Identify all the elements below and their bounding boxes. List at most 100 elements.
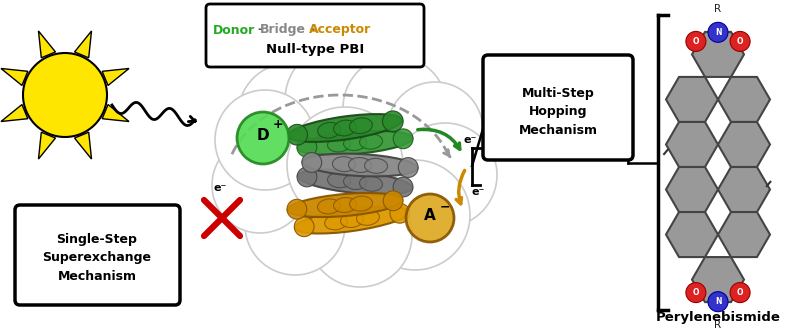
Polygon shape <box>38 132 55 159</box>
Ellipse shape <box>383 191 403 211</box>
Polygon shape <box>666 77 718 122</box>
Ellipse shape <box>390 203 410 223</box>
Ellipse shape <box>343 174 366 189</box>
Ellipse shape <box>325 215 347 230</box>
Polygon shape <box>38 31 55 58</box>
Ellipse shape <box>350 118 372 134</box>
Polygon shape <box>74 31 91 58</box>
Circle shape <box>730 31 750 51</box>
Circle shape <box>308 183 412 287</box>
Text: D: D <box>257 128 270 143</box>
Text: Perylenebismide: Perylenebismide <box>655 311 781 324</box>
Ellipse shape <box>341 212 363 227</box>
Ellipse shape <box>327 137 350 152</box>
FancyBboxPatch shape <box>483 55 633 160</box>
Text: e⁻: e⁻ <box>463 135 477 145</box>
Polygon shape <box>718 212 770 257</box>
Text: Multi-Step
Hopping
Mechanism: Multi-Step Hopping Mechanism <box>518 88 598 137</box>
Text: O: O <box>693 37 699 46</box>
Circle shape <box>387 82 483 178</box>
Ellipse shape <box>318 199 341 214</box>
Ellipse shape <box>357 210 379 225</box>
Ellipse shape <box>393 177 413 197</box>
Ellipse shape <box>302 153 322 172</box>
Ellipse shape <box>318 122 341 138</box>
Text: O: O <box>737 288 743 297</box>
Circle shape <box>393 123 497 227</box>
Circle shape <box>287 107 403 223</box>
Ellipse shape <box>298 169 412 194</box>
Ellipse shape <box>334 120 357 136</box>
Ellipse shape <box>359 176 382 191</box>
Circle shape <box>730 283 750 303</box>
Ellipse shape <box>398 158 418 177</box>
Ellipse shape <box>297 137 317 157</box>
Text: Null-type PBI: Null-type PBI <box>266 44 364 57</box>
Text: Donor: Donor <box>213 24 255 37</box>
Text: A: A <box>424 207 436 222</box>
Ellipse shape <box>350 196 373 211</box>
Circle shape <box>343 56 447 160</box>
Polygon shape <box>666 167 718 212</box>
FancyBboxPatch shape <box>15 205 180 305</box>
Ellipse shape <box>343 136 366 151</box>
Polygon shape <box>692 32 744 77</box>
Text: Acceptor: Acceptor <box>309 24 371 37</box>
Ellipse shape <box>365 159 387 173</box>
Text: N: N <box>714 297 722 306</box>
Ellipse shape <box>333 157 355 171</box>
Text: +: + <box>273 118 283 131</box>
Text: −: − <box>440 200 450 213</box>
Ellipse shape <box>394 129 413 149</box>
Circle shape <box>360 160 470 270</box>
Text: -: - <box>258 24 262 37</box>
Ellipse shape <box>302 154 418 176</box>
Text: -: - <box>310 24 314 37</box>
Polygon shape <box>666 122 718 167</box>
Polygon shape <box>1 105 28 122</box>
Ellipse shape <box>382 111 403 132</box>
Ellipse shape <box>327 173 350 188</box>
Ellipse shape <box>298 131 412 155</box>
Ellipse shape <box>297 167 317 187</box>
Circle shape <box>708 292 728 312</box>
Circle shape <box>23 53 107 137</box>
Text: Single-Step
Superexchange
Mechanism: Single-Step Superexchange Mechanism <box>42 233 151 282</box>
Polygon shape <box>102 105 129 122</box>
Text: R: R <box>714 4 722 14</box>
Ellipse shape <box>294 217 314 237</box>
Circle shape <box>708 22 728 42</box>
Ellipse shape <box>288 114 402 142</box>
Polygon shape <box>718 122 770 167</box>
Circle shape <box>686 283 706 303</box>
Ellipse shape <box>287 199 306 219</box>
Text: N: N <box>714 28 722 37</box>
Ellipse shape <box>359 134 382 149</box>
Text: O: O <box>737 37 743 46</box>
Polygon shape <box>692 257 744 302</box>
Polygon shape <box>102 69 129 86</box>
Circle shape <box>285 45 395 155</box>
Ellipse shape <box>349 158 371 172</box>
Circle shape <box>686 31 706 51</box>
Ellipse shape <box>287 124 307 145</box>
Circle shape <box>237 112 289 164</box>
Polygon shape <box>718 77 770 122</box>
Circle shape <box>238 63 342 167</box>
Circle shape <box>245 175 345 275</box>
Polygon shape <box>666 212 718 257</box>
Text: O: O <box>693 288 699 297</box>
Circle shape <box>215 90 315 190</box>
Circle shape <box>406 194 454 242</box>
Circle shape <box>212 137 308 233</box>
Text: e⁻: e⁻ <box>471 187 485 197</box>
Ellipse shape <box>334 197 357 212</box>
Polygon shape <box>74 132 91 159</box>
Text: Bridge: Bridge <box>260 24 306 37</box>
FancyBboxPatch shape <box>206 4 424 67</box>
Text: R: R <box>714 320 722 330</box>
Polygon shape <box>718 167 770 212</box>
Polygon shape <box>1 69 28 86</box>
Ellipse shape <box>288 193 402 217</box>
Ellipse shape <box>295 206 409 233</box>
